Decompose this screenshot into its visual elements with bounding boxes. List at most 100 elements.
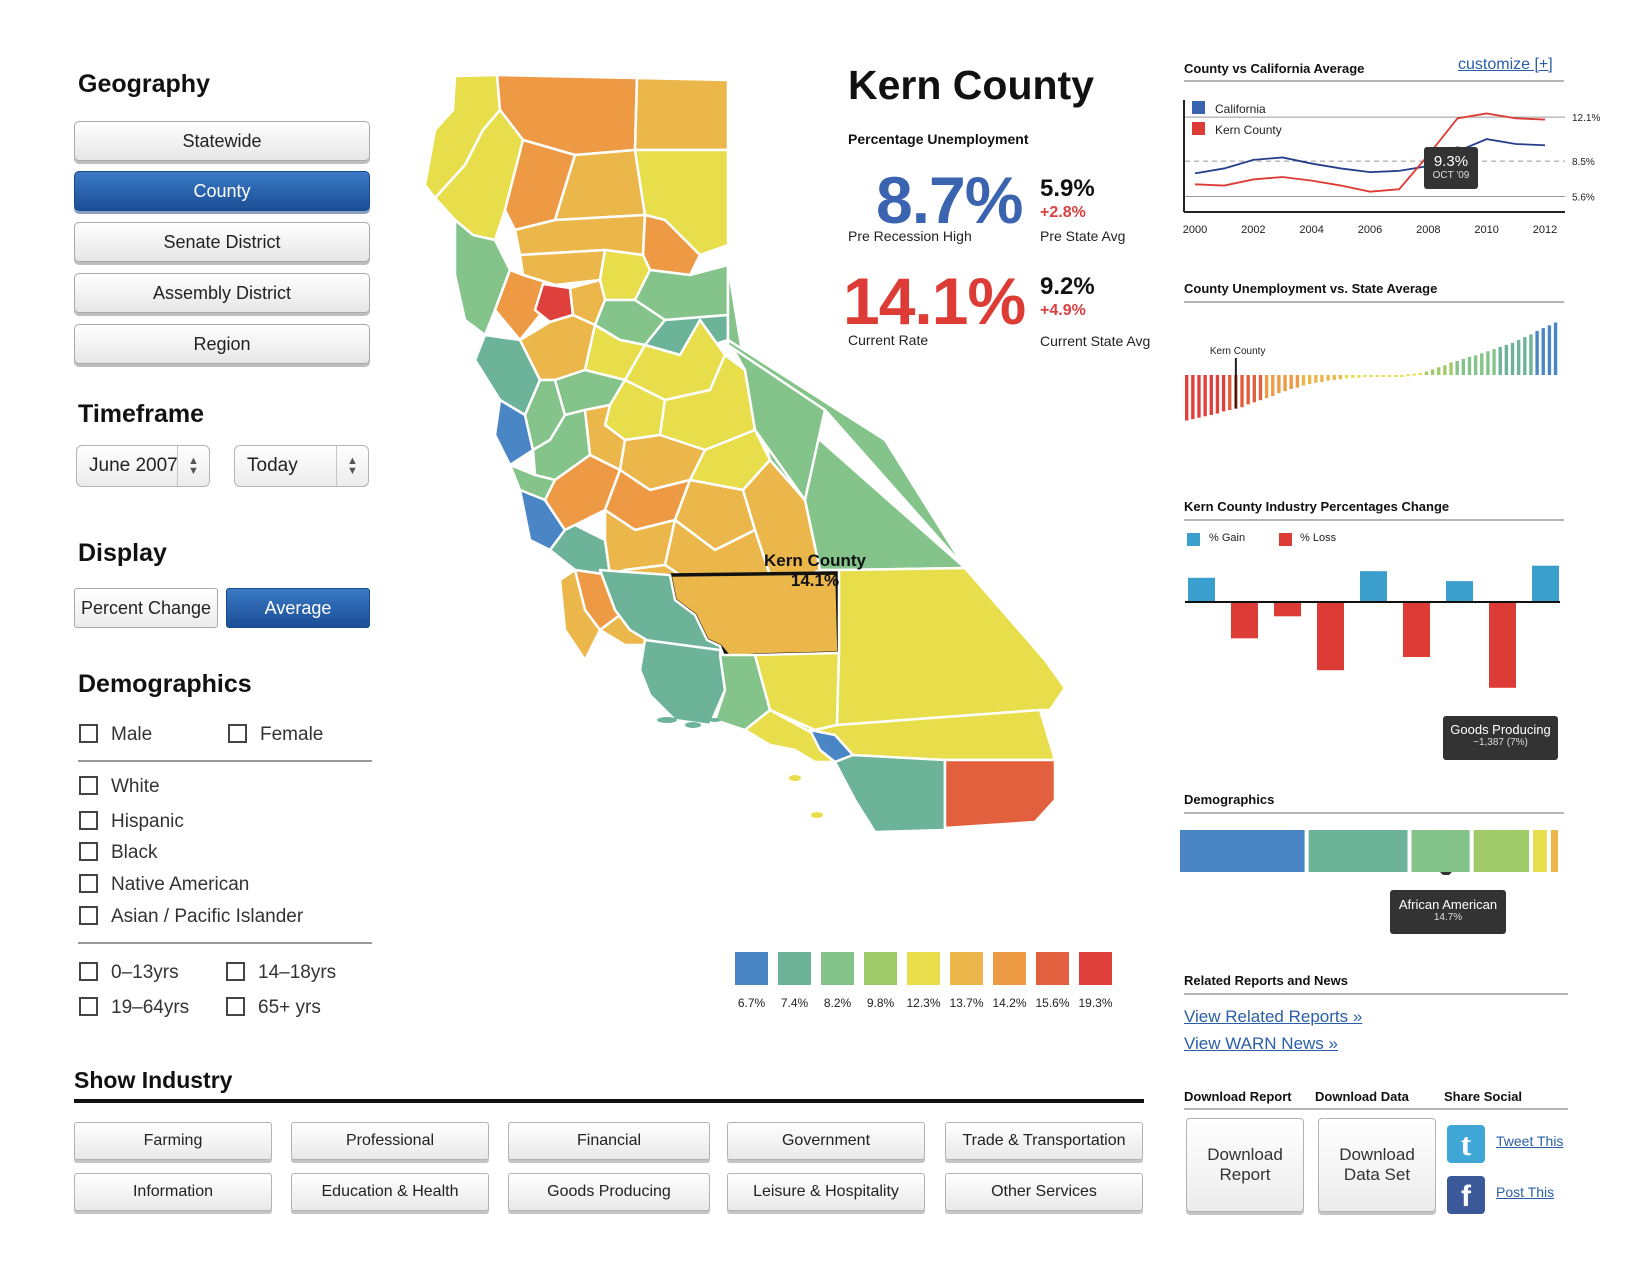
government-button[interactable]: Government xyxy=(727,1122,925,1160)
view-related-reports-link[interactable]: View Related Reports » xyxy=(1184,1007,1363,1026)
age-65-plus-label: 65+ yrs xyxy=(258,997,321,1018)
leisure-hospitality-button[interactable]: Leisure & Hospitality xyxy=(727,1173,925,1211)
end-date-select[interactable]: Today ▲ ▼ xyxy=(234,445,369,487)
checkbox-box[interactable] xyxy=(226,997,245,1016)
male-checkbox[interactable]: Male xyxy=(79,724,152,746)
percent-change-button[interactable]: Percent Change xyxy=(74,588,218,628)
legend-swatch xyxy=(950,952,983,985)
panel-divider xyxy=(1184,1108,1568,1110)
goods-producing-button[interactable]: Goods Producing xyxy=(508,1173,710,1211)
age-0-13-label: 0–13yrs xyxy=(111,962,179,983)
demographic-segment xyxy=(1308,830,1408,872)
checkbox-box[interactable] xyxy=(79,811,98,830)
county-name: Kern County xyxy=(848,62,1094,108)
view-warn-news-link[interactable]: View WARN News » xyxy=(1184,1034,1338,1053)
california-map[interactable] xyxy=(425,70,1145,890)
pre-recession-high: 8.7% xyxy=(876,163,1023,237)
age-0-13-checkbox[interactable]: 0–13yrs xyxy=(79,962,179,984)
checkbox-box[interactable] xyxy=(79,906,98,925)
senate-district-button[interactable]: Senate District xyxy=(74,222,370,262)
legend-label-california: California xyxy=(1215,102,1266,116)
information-button[interactable]: Information xyxy=(74,1173,272,1211)
x-tick-label: 2002 xyxy=(1241,224,1265,236)
female-checkbox[interactable]: Female xyxy=(228,724,323,746)
tweet-this-link[interactable]: Tweet This xyxy=(1496,1133,1564,1149)
other-services-button[interactable]: Other Services xyxy=(945,1173,1143,1211)
twitter-icon[interactable]: t xyxy=(1447,1125,1485,1163)
download-data-set-button[interactable]: Download Data Set xyxy=(1318,1118,1436,1212)
checkbox-box[interactable] xyxy=(79,776,98,795)
facebook-icon[interactable]: f xyxy=(1447,1176,1485,1214)
y-tick-label: 12.1% xyxy=(1572,113,1600,124)
display-title: Display xyxy=(78,539,167,567)
native-american-checkbox[interactable]: Native American xyxy=(79,874,249,896)
trade-transportation-button[interactable]: Trade & Transportation xyxy=(945,1122,1143,1160)
state-diff-bar xyxy=(1307,375,1312,385)
current-rate: 14.1% xyxy=(843,264,1026,338)
timeframe-title: Timeframe xyxy=(78,400,204,428)
legend-label: 14.2% xyxy=(992,996,1027,1010)
start-date-value: June 2007 xyxy=(89,455,178,476)
map-county xyxy=(835,566,1067,727)
state-diff-bar xyxy=(1197,375,1201,418)
loss-bar xyxy=(1231,602,1258,639)
checkbox-box[interactable] xyxy=(79,842,98,861)
region-button[interactable]: Region xyxy=(74,324,370,364)
state-diff-bar xyxy=(1394,375,1398,377)
state-diff-bar xyxy=(1387,375,1392,377)
average-button[interactable]: Average xyxy=(226,588,370,628)
gain-bar xyxy=(1446,581,1473,602)
download-report-button[interactable]: Download Report xyxy=(1186,1118,1304,1212)
age-19-64-label: 19–64yrs xyxy=(111,997,190,1018)
state-diff-bar xyxy=(1185,375,1189,421)
state-diff-bar xyxy=(1289,375,1293,389)
black-checkbox[interactable]: Black xyxy=(79,842,157,864)
map-county xyxy=(726,338,967,570)
customize-link[interactable]: customize [+] xyxy=(1458,56,1553,73)
state-diff-bar xyxy=(1467,356,1472,375)
map-island xyxy=(789,775,801,781)
checkbox-box[interactable] xyxy=(79,874,98,893)
current-state-avg: 9.2% xyxy=(1040,273,1095,300)
stepper-arrows-icon: ▲ ▼ xyxy=(336,446,368,486)
age-65-plus-checkbox[interactable]: 65+ yrs xyxy=(226,997,321,1019)
hispanic-checkbox[interactable]: Hispanic xyxy=(79,811,184,833)
state-diff-bar xyxy=(1523,337,1527,375)
legend-label: 7.4% xyxy=(780,996,809,1010)
checkbox-box[interactable] xyxy=(228,724,247,743)
legend-label: 12.3% xyxy=(906,996,941,1010)
state-diff-bar xyxy=(1221,375,1226,412)
map-kern-name: Kern County xyxy=(764,551,866,570)
map-county xyxy=(943,758,1057,830)
farming-button[interactable]: Farming xyxy=(74,1122,272,1160)
checkbox-box[interactable] xyxy=(226,962,245,981)
asian-pacific-islander-checkbox[interactable]: Asian / Pacific Islander xyxy=(79,906,303,928)
industry-tooltip: Goods Producing −1,387 (7%) xyxy=(1443,716,1558,760)
demographic-segment xyxy=(1180,830,1305,872)
post-this-link[interactable]: Post This xyxy=(1496,1184,1555,1200)
female-label: Female xyxy=(260,724,324,745)
white-checkbox[interactable]: White xyxy=(79,776,160,798)
legend-swatch xyxy=(778,952,811,985)
statewide-button[interactable]: Statewide xyxy=(74,121,370,161)
legend-swatch xyxy=(1079,952,1112,985)
education-health-button[interactable]: Education & Health xyxy=(291,1173,489,1211)
financial-button[interactable]: Financial xyxy=(508,1122,710,1160)
assembly-district-button[interactable]: Assembly District xyxy=(74,273,370,313)
age-19-64-checkbox[interactable]: 19–64yrs xyxy=(79,997,189,1019)
checkbox-box[interactable] xyxy=(79,724,98,743)
share-social-header: Share Social xyxy=(1444,1089,1523,1104)
checkbox-box[interactable] xyxy=(79,962,98,981)
professional-button[interactable]: Professional xyxy=(291,1122,489,1160)
map-county xyxy=(433,108,525,242)
age-14-18-checkbox[interactable]: 14–18yrs xyxy=(226,962,336,984)
state-diff-bar xyxy=(1246,375,1250,405)
state-diff-bar xyxy=(1480,353,1484,375)
county-button[interactable]: County xyxy=(74,171,370,211)
checkbox-box[interactable] xyxy=(79,997,98,1016)
map-island xyxy=(709,718,721,722)
industry-change-chart xyxy=(1185,565,1560,688)
start-date-select[interactable]: June 2007 ▲ ▼ xyxy=(76,445,210,487)
geography-title: Geography xyxy=(78,70,210,98)
legend-swatch xyxy=(864,952,897,985)
